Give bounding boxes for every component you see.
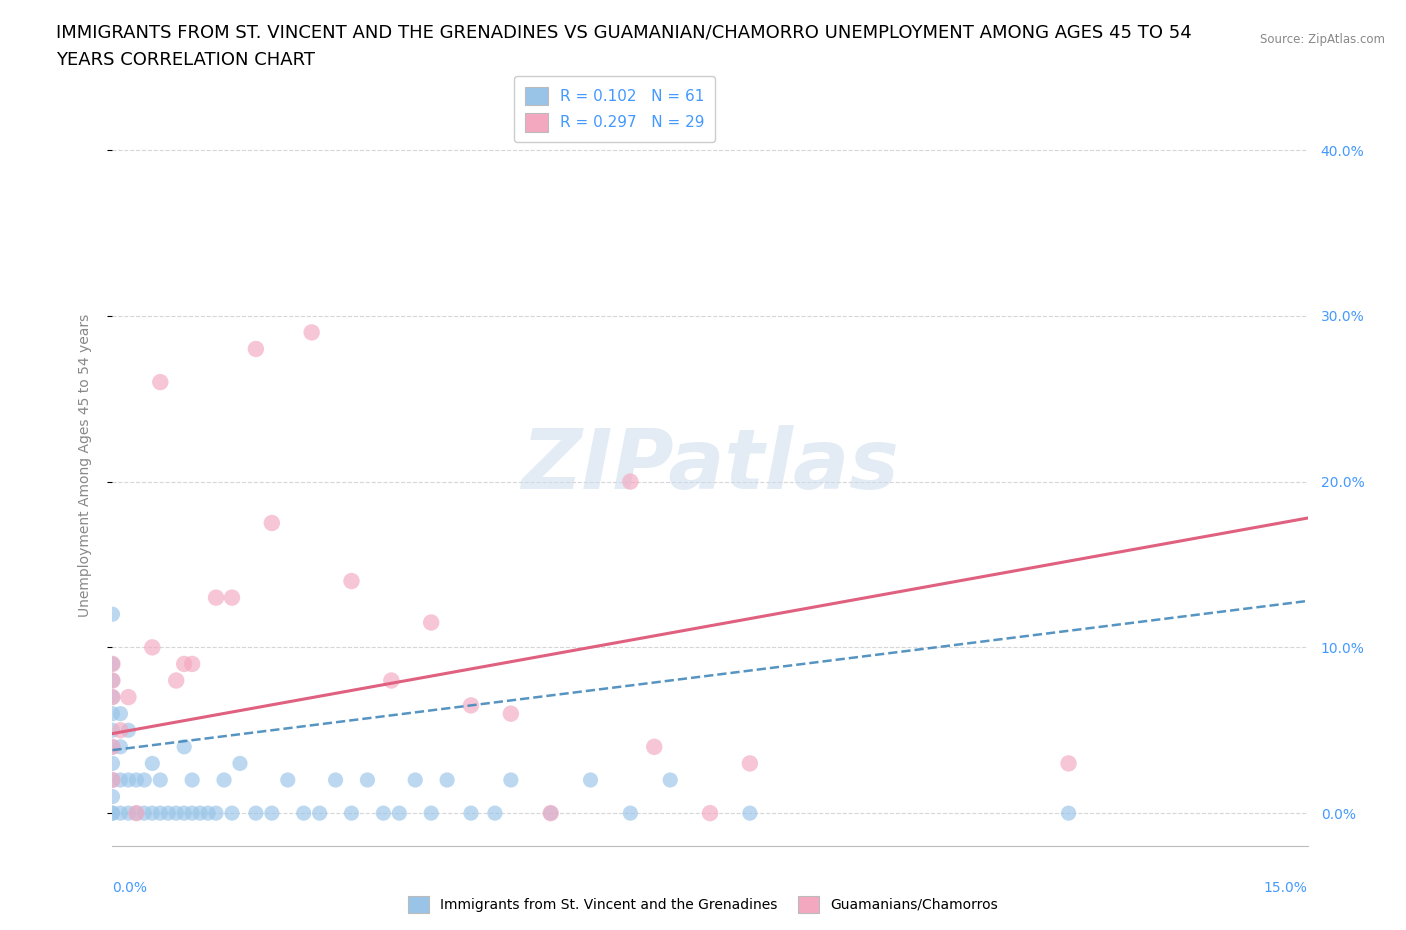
Legend: R = 0.102   N = 61, R = 0.297   N = 29: R = 0.102 N = 61, R = 0.297 N = 29 — [515, 76, 714, 142]
Point — [325, 773, 347, 788]
Point — [181, 773, 204, 788]
Point — [125, 773, 148, 788]
Point — [101, 606, 124, 621]
Point — [212, 773, 235, 788]
Point — [404, 773, 426, 788]
Point — [260, 805, 283, 820]
Point — [221, 805, 243, 820]
Point — [101, 773, 124, 788]
Text: 15.0%: 15.0% — [1264, 881, 1308, 895]
Point — [110, 773, 132, 788]
Point — [380, 673, 402, 688]
Point — [460, 698, 482, 712]
Point — [388, 805, 411, 820]
Point — [149, 773, 172, 788]
Point — [165, 673, 187, 688]
Point — [101, 673, 124, 688]
Point — [101, 739, 124, 754]
Point — [101, 805, 124, 820]
Point — [110, 739, 132, 754]
Point — [117, 690, 139, 705]
Point — [101, 790, 124, 804]
Point — [619, 805, 641, 820]
Point — [149, 805, 172, 820]
Text: ZIPatlas: ZIPatlas — [522, 424, 898, 506]
Point — [181, 657, 204, 671]
Text: 0.0%: 0.0% — [112, 881, 148, 895]
Point — [1057, 756, 1080, 771]
Point — [117, 805, 139, 820]
Point — [436, 773, 458, 788]
Point — [699, 805, 721, 820]
Point — [110, 706, 132, 721]
Point — [1057, 805, 1080, 820]
Point — [173, 805, 195, 820]
Point — [197, 805, 219, 820]
Point — [205, 805, 228, 820]
Point — [205, 591, 228, 605]
Point — [125, 805, 148, 820]
Point — [277, 773, 299, 788]
Point — [340, 805, 363, 820]
Point — [157, 805, 180, 820]
Point — [188, 805, 211, 820]
Point — [420, 615, 443, 630]
Point — [738, 756, 761, 771]
Point — [101, 773, 124, 788]
Point — [110, 805, 132, 820]
Text: YEARS CORRELATION CHART: YEARS CORRELATION CHART — [56, 51, 315, 69]
Point — [301, 325, 323, 339]
Point — [579, 773, 602, 788]
Point — [101, 690, 124, 705]
Text: IMMIGRANTS FROM ST. VINCENT AND THE GRENADINES VS GUAMANIAN/CHAMORRO UNEMPLOYMEN: IMMIGRANTS FROM ST. VINCENT AND THE GREN… — [56, 23, 1192, 41]
Point — [260, 515, 283, 530]
Point — [101, 756, 124, 771]
Point — [173, 657, 195, 671]
Point — [181, 805, 204, 820]
Point — [134, 773, 156, 788]
Point — [540, 805, 562, 820]
Point — [659, 773, 682, 788]
Point — [340, 574, 363, 589]
Point — [460, 805, 482, 820]
Point — [117, 723, 139, 737]
Point — [149, 375, 172, 390]
Point — [738, 805, 761, 820]
Point — [229, 756, 252, 771]
Point — [141, 756, 163, 771]
Point — [101, 657, 124, 671]
Point — [643, 739, 665, 754]
Point — [125, 805, 148, 820]
Point — [221, 591, 243, 605]
Point — [499, 773, 522, 788]
Legend: Immigrants from St. Vincent and the Grenadines, Guamanians/Chamorros: Immigrants from St. Vincent and the Gren… — [402, 890, 1004, 919]
Point — [619, 474, 641, 489]
Point — [134, 805, 156, 820]
Point — [101, 706, 124, 721]
Text: Source: ZipAtlas.com: Source: ZipAtlas.com — [1260, 33, 1385, 46]
Point — [356, 773, 378, 788]
Point — [245, 805, 267, 820]
Point — [292, 805, 315, 820]
Point — [540, 805, 562, 820]
Point — [141, 640, 163, 655]
Point — [245, 341, 267, 356]
Point — [499, 706, 522, 721]
Point — [101, 657, 124, 671]
Point — [101, 673, 124, 688]
Point — [308, 805, 330, 820]
Point — [101, 739, 124, 754]
Point — [101, 805, 124, 820]
Point — [101, 723, 124, 737]
Point — [117, 773, 139, 788]
Y-axis label: Unemployment Among Ages 45 to 54 years: Unemployment Among Ages 45 to 54 years — [77, 313, 91, 617]
Point — [101, 690, 124, 705]
Point — [141, 805, 163, 820]
Point — [173, 739, 195, 754]
Point — [110, 723, 132, 737]
Point — [484, 805, 506, 820]
Point — [165, 805, 187, 820]
Point — [373, 805, 395, 820]
Point — [420, 805, 443, 820]
